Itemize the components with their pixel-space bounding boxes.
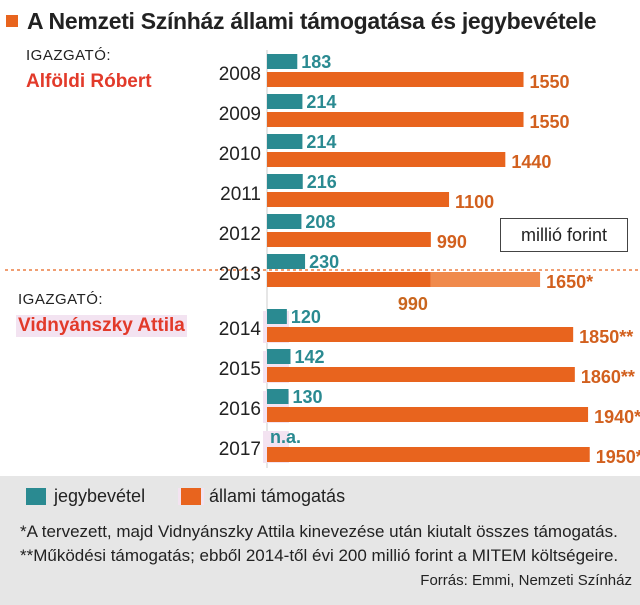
ticket-label-2012: 208 [305,212,335,232]
year-label-2017: 2017 [219,439,261,460]
subsidy-label-2011: 1100 [455,192,494,212]
director-2-name: Vidnyánszky Attila [16,315,187,337]
ticket-label-2015: 142 [295,347,325,367]
director-1-label: IGAZGATÓ: [26,47,112,64]
subsidy-bar-2010 [267,152,506,167]
footnote: *A tervezett, majd Vidnyánszky Attila ki… [20,522,619,565]
legend-label-ticket: jegybevétel [54,486,146,506]
ticket-label-2017: n.a. [270,427,301,447]
subsidy-split-label-2013: 990 [398,294,428,314]
bar-chart: 2008 183 1550 2009 214 1550 2010 214 1440 2011 216… [5,50,640,468]
legend-swatch-ticket [26,488,46,505]
subsidy-bar-2017 [267,447,590,462]
year-label-2011: 2011 [220,184,261,205]
ticket-bar-2011 [267,174,303,189]
subsidy-label-2017: 1950** [596,447,640,467]
year-label-2009: 2009 [219,104,261,125]
title-bar: A Nemzeti Színház állami támogatása és j… [0,0,640,42]
year-label-2008: 2008 [219,64,261,85]
legend-label-subsidy: állami támogatás [209,486,346,506]
ticket-label-2011: 216 [307,172,337,192]
ticket-label-2010: 214 [306,132,336,152]
ticket-bar-2015 [267,349,291,364]
director-1-name: Alföldi Róbert [26,71,152,92]
subsidy-label-2015: 1860** [581,367,635,387]
ticket-bar-2013 [267,254,306,269]
ticket-label-2014: 120 [291,307,321,327]
subsidy-bar-2008 [267,72,524,87]
footer: jegybevétel állami támogatás *A tervezet… [0,476,640,605]
year-label-2015: 2015 [219,359,261,380]
subsidy-label-2012: 990 [437,232,467,252]
year-label-2010: 2010 [219,144,261,165]
ticket-bar-2010 [267,134,303,149]
ticket-bar-2008 [267,54,298,69]
legend-swatch-subsidy [181,488,201,505]
ticket-bar-2009 [267,94,303,109]
title-marker [6,15,18,27]
subsidy-label-2008: 1550 [530,72,570,92]
legend-item-subsidy: állami támogatás [181,486,345,507]
chart-title: A Nemzeti Színház állami támogatása és j… [27,7,597,34]
ticket-label-2016: 130 [293,387,323,407]
ticket-bar-2012 [267,214,302,229]
year-label-2012: 2012 [219,224,261,245]
source: Forrás: Emmi, Nemzeti Színház [420,572,632,589]
subsidy-bar-2015 [267,367,575,382]
subsidy-label-2009: 1550 [530,112,570,132]
year-label-2014: 2014 [219,319,262,340]
subsidy-bar-2014 [267,327,574,342]
subsidy-label-2014: 1850** [579,327,633,347]
year-label-2013: 2013 [219,264,261,285]
year-label-2016: 2016 [219,399,261,420]
ticket-bar-2014 [267,309,287,324]
subsidy-label-2016: 1940** [594,407,640,427]
subsidy-bar-2013-allocated [267,272,431,287]
subsidy-label-2013: 1650* [546,272,593,292]
subsidy-bar-2013-planned [430,272,541,287]
ticket-label-2009: 214 [306,92,336,112]
unit-label: millió forint [500,218,628,252]
director-2-label: IGAZGATÓ: [18,291,104,308]
legend-item-ticket: jegybevétel [26,486,145,507]
subsidy-bar-2012 [267,232,431,247]
subsidy-bar-2009 [267,112,524,127]
subsidy-bar-2016 [267,407,589,422]
subsidy-label-2010: 1440 [511,152,551,172]
ticket-label-2013: 230 [309,252,339,272]
ticket-label-2008: 183 [301,52,331,72]
ticket-bar-2016 [267,389,289,404]
subsidy-bar-2011 [267,192,450,207]
